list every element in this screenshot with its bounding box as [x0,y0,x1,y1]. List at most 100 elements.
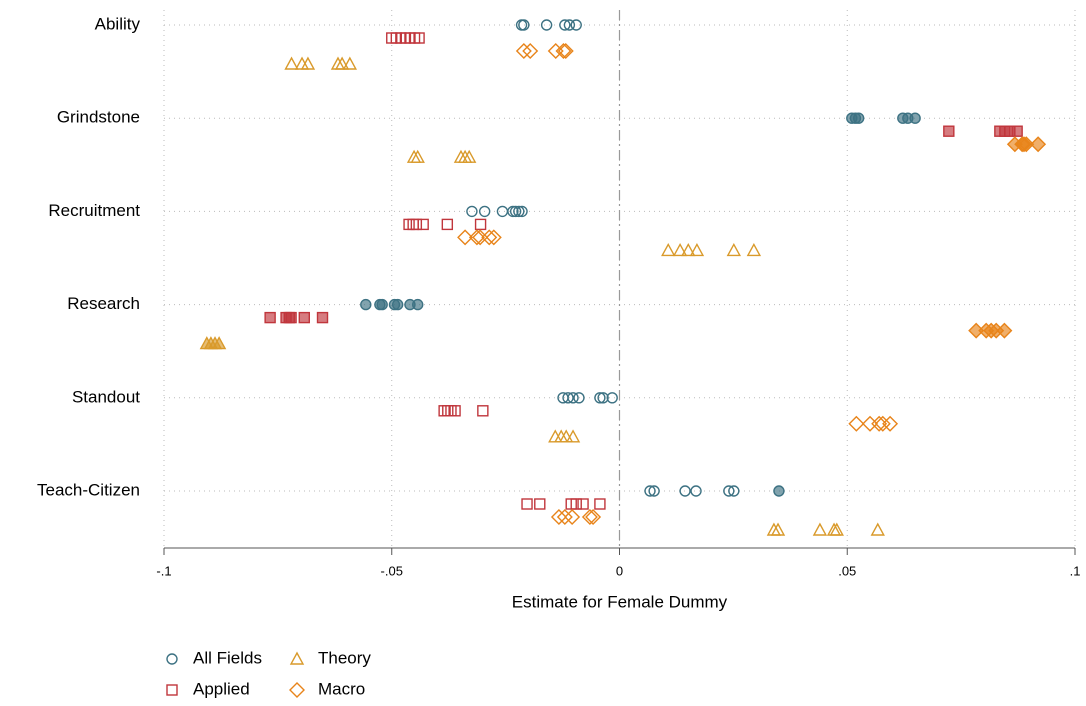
point [485,229,502,246]
point [585,509,602,525]
point [468,229,485,246]
legend-marker [166,653,178,665]
point [852,112,865,124]
point [548,429,563,443]
point [559,429,574,443]
legend-marker [166,684,178,696]
point [812,522,828,536]
point [285,311,297,324]
point [284,56,299,70]
point [679,485,691,497]
point [522,43,539,59]
legend-marker [289,651,305,665]
y-tick-label: Teach-Citizen [37,480,140,499]
point [570,19,582,31]
point [581,509,598,525]
x-tick-label: -.1 [156,563,171,578]
point [515,19,528,31]
point [606,392,618,404]
point [943,125,955,137]
point [573,392,585,404]
y-tick-label: Research [67,294,140,313]
point [556,509,573,525]
point [438,405,450,417]
point [407,218,419,231]
point [848,415,865,432]
y-tick-label: Recruitment [48,201,140,220]
point [474,218,487,231]
point [330,56,346,70]
point [723,485,735,497]
x-tick-label: .05 [838,563,856,578]
x-tick-label: .1 [1070,563,1081,578]
point [477,405,489,417]
point [829,522,844,536]
x-tick-label: 0 [616,563,623,578]
point [672,242,688,257]
point [534,498,546,510]
point [870,522,885,536]
point [562,392,574,404]
point [462,149,477,163]
point [871,415,888,432]
point [746,242,762,257]
x-axis-title: Estimate for Female Dummy [512,592,728,611]
point [909,112,921,124]
point [515,43,532,59]
point [728,485,740,497]
point [577,498,589,510]
point [567,392,579,404]
point [874,415,891,432]
point [555,43,572,59]
point [644,485,656,497]
point [661,242,676,257]
point [410,218,423,231]
point [681,242,696,257]
point [376,298,388,311]
y-tick-label: Standout [72,387,140,406]
point [996,322,1013,339]
point [882,415,899,432]
point [264,311,276,324]
point [1011,125,1023,137]
point [496,205,509,218]
point [360,298,372,311]
point [648,485,660,497]
point [466,205,478,218]
point [540,19,553,31]
point [391,298,404,311]
point [559,19,571,31]
point [770,522,786,536]
point [597,392,609,404]
point [726,242,742,257]
point [766,522,782,536]
legend-label: All Fields [193,648,262,667]
point [594,392,606,404]
y-tick-label: Ability [95,14,141,33]
point [441,218,454,231]
point [481,229,498,246]
point [410,149,425,163]
x-tick-label: -.05 [381,563,403,578]
point [773,485,785,497]
point [334,56,350,70]
point [457,149,473,163]
point [211,336,227,350]
legend-label: Theory [318,648,371,667]
legend-marker [289,682,305,698]
point [300,56,316,70]
point [417,218,429,231]
point [557,43,574,59]
y-tick-label: Grindstone [57,108,140,127]
point [457,229,474,246]
point [342,56,358,70]
point [690,485,702,497]
point [453,149,469,163]
point [1018,136,1035,153]
point [565,429,581,443]
point [550,509,567,525]
point [516,205,528,218]
point [294,56,310,70]
point [442,405,454,417]
